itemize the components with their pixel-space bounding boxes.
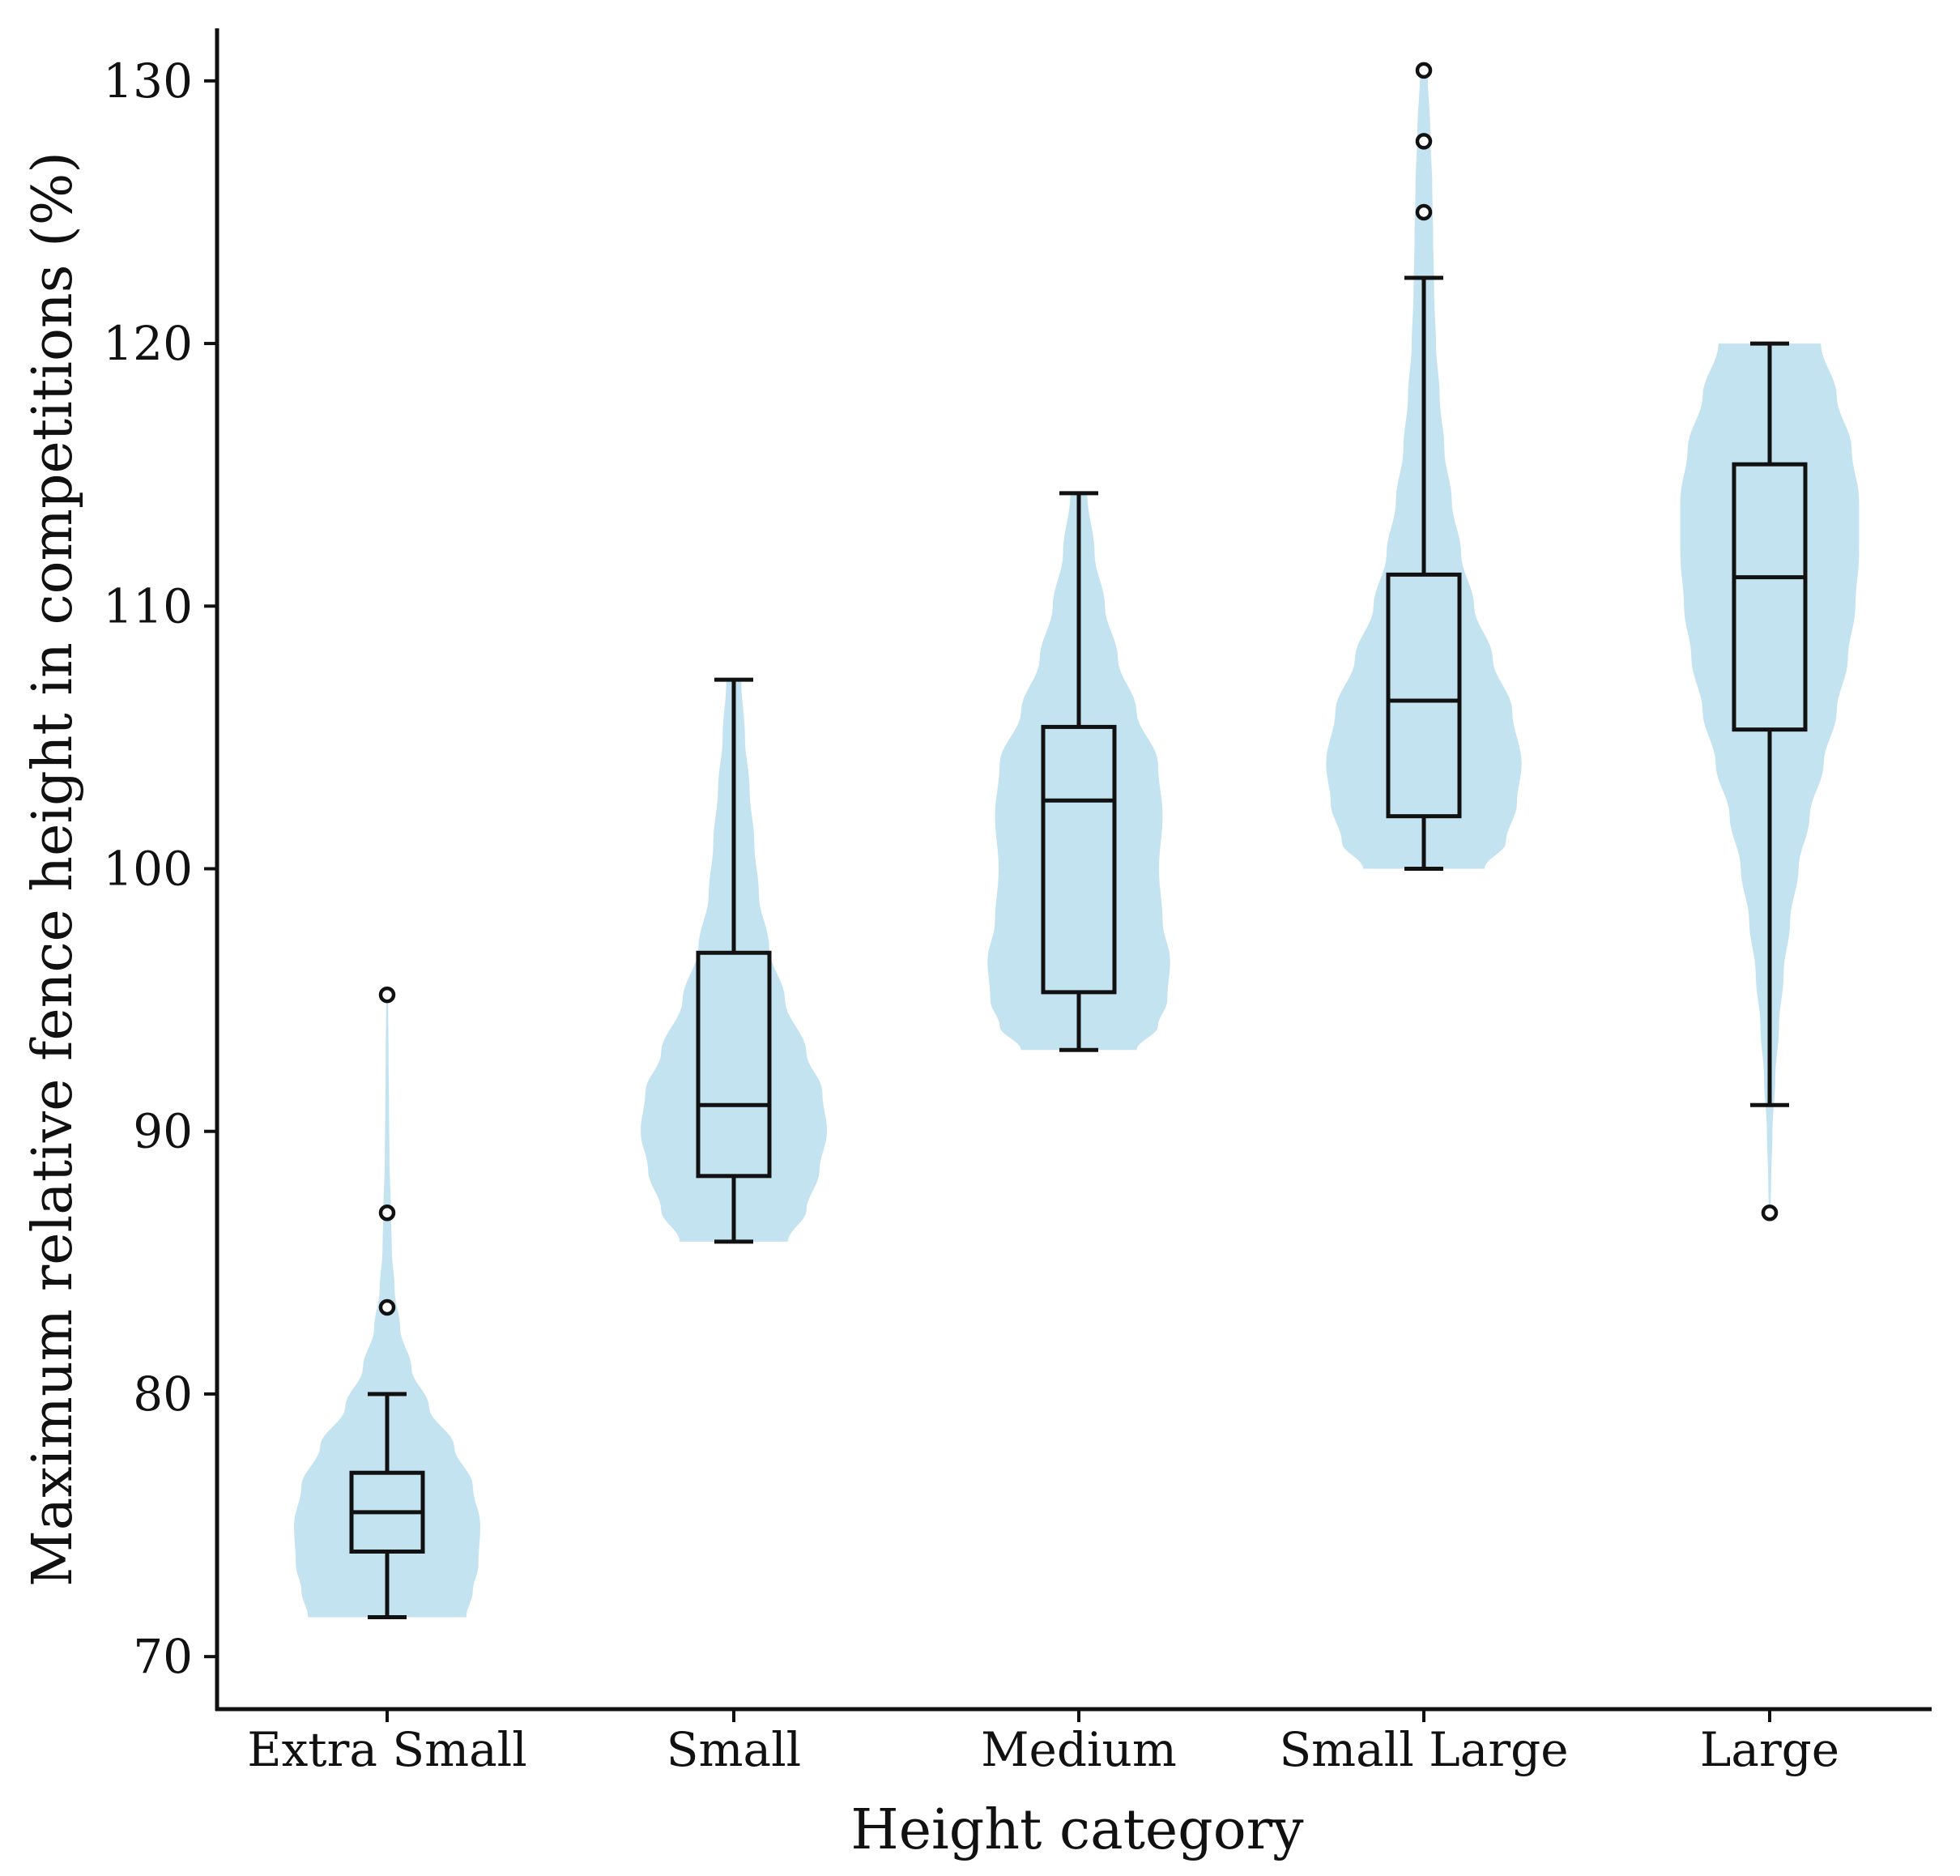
violin-medium	[987, 492, 1170, 1051]
outlier-point	[1415, 133, 1433, 150]
box-large	[1732, 462, 1808, 732]
y-tick-label: 130	[103, 53, 193, 109]
outlier-point	[378, 986, 396, 1004]
box-small-large	[1386, 572, 1462, 819]
outlier-point	[1761, 1204, 1779, 1222]
y-tick-label: 70	[133, 1629, 193, 1684]
y-tick-label: 100	[103, 842, 193, 897]
box-small	[696, 950, 772, 1179]
x-tick-label: Extra Small	[247, 1722, 527, 1777]
outlier-point	[1415, 62, 1433, 79]
x-tick-label: Large	[1700, 1722, 1839, 1777]
x-tick-label: Small	[667, 1722, 801, 1777]
boxplots-layer	[349, 275, 1808, 1620]
y-tick-label: 80	[133, 1366, 193, 1422]
y-tick-label: 90	[133, 1104, 193, 1159]
x-axis-title: Height category	[850, 1798, 1304, 1862]
y-tick-label: 120	[103, 316, 193, 371]
outlier-point	[378, 1204, 396, 1222]
y-tick-label: 110	[103, 578, 193, 633]
outliers-layer	[378, 62, 1779, 1316]
outlier-point	[1415, 203, 1433, 221]
y-axis-title: Maximum relative fence height in competi…	[21, 151, 85, 1587]
violins-layer	[294, 70, 1860, 1618]
x-tick-label: Small Large	[1279, 1722, 1568, 1777]
violin-small	[641, 680, 827, 1242]
x-tick-label: Medium	[981, 1722, 1177, 1777]
outlier-point	[378, 1298, 396, 1316]
box-medium	[1041, 724, 1117, 995]
x-ticks: Extra Small Small Medium Small Large Large	[247, 1709, 1839, 1777]
y-ticks: 70 80 90 100 110 120 130	[103, 53, 217, 1684]
